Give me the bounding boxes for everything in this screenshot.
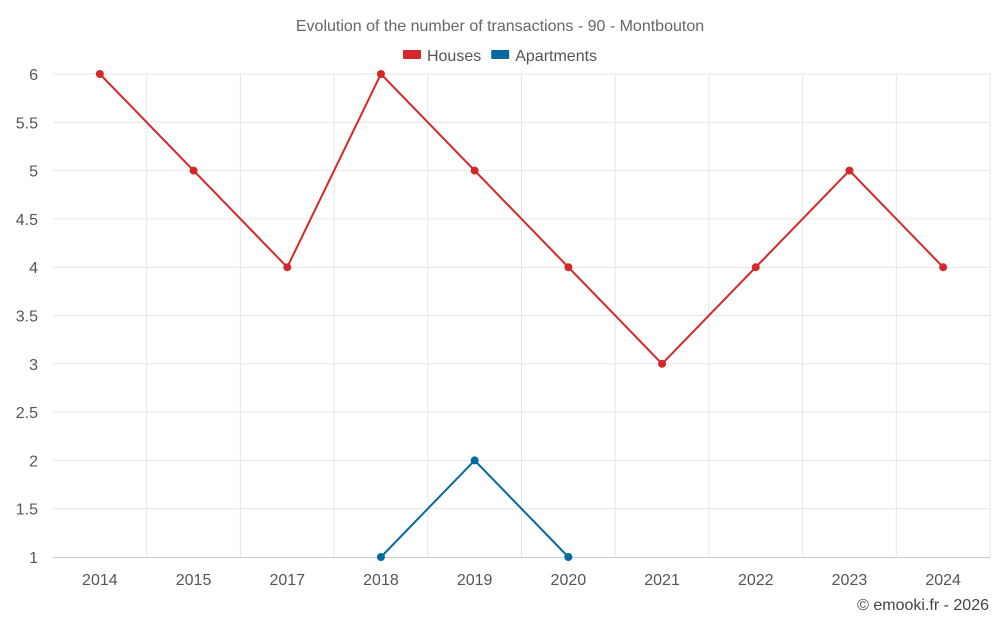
- legend-item-houses[interactable]: Houses: [402, 48, 481, 65]
- y-tick-label: 3.5: [16, 309, 38, 326]
- y-tick-label: 4: [29, 260, 38, 277]
- x-tick-label: 2024: [925, 572, 961, 589]
- y-tick-label: 1: [29, 550, 38, 567]
- y-tick-label: 4.5: [16, 212, 38, 229]
- x-tick-label: 2014: [82, 572, 118, 589]
- y-tick-label: 6: [29, 67, 38, 84]
- data-point-houses[interactable]: [189, 166, 198, 175]
- y-tick-label: 1.5: [16, 502, 38, 519]
- y-tick-label: 2.5: [16, 405, 38, 422]
- x-tick-label: 2022: [738, 572, 774, 589]
- chart-title: Evolution of the number of transactions …: [296, 18, 704, 35]
- data-point-houses[interactable]: [845, 166, 854, 175]
- x-tick-label: 2015: [176, 572, 212, 589]
- series-layer: [95, 70, 948, 561]
- legend-label: Apartments: [515, 48, 597, 65]
- series-apartments: [376, 456, 573, 561]
- legend-label: Houses: [427, 48, 481, 65]
- series-line-houses: [99, 72, 944, 366]
- chart-legend[interactable]: Houses Apartments: [402, 48, 597, 65]
- x-tick-label: 2020: [551, 572, 587, 589]
- y-tick-label: 3: [29, 357, 38, 374]
- x-tick-label: 2017: [269, 572, 305, 589]
- data-point-apartments[interactable]: [470, 456, 479, 465]
- data-point-houses[interactable]: [470, 166, 479, 175]
- x-tick-label: 2018: [363, 572, 399, 589]
- x-axis-tick-labels: 2014 2015 2017 2018 2019 2020 2021 2022 2023 2024: [82, 572, 961, 589]
- y-tick-label: 2: [29, 453, 38, 470]
- data-point-houses[interactable]: [564, 263, 573, 272]
- data-point-houses[interactable]: [658, 359, 667, 368]
- series-houses: [95, 70, 948, 368]
- legend-item-apartments[interactable]: Apartments: [491, 48, 597, 65]
- data-point-apartments[interactable]: [564, 553, 573, 561]
- legend-swatch: [402, 50, 421, 59]
- x-tick-label: 2023: [832, 572, 868, 589]
- y-axis-tick-labels: 1 1.5 2 2.5 3 3.5 4 4.5 5 5.5 6: [16, 67, 38, 567]
- data-point-houses[interactable]: [376, 70, 385, 78]
- data-point-houses[interactable]: [95, 70, 104, 78]
- x-tick-label: 2019: [457, 572, 493, 589]
- x-tick-label: 2021: [644, 572, 680, 589]
- data-point-houses[interactable]: [939, 263, 948, 272]
- data-point-houses[interactable]: [283, 263, 292, 272]
- y-tick-label: 5: [29, 164, 38, 181]
- legend-swatch: [491, 50, 510, 59]
- data-point-apartments[interactable]: [376, 553, 385, 561]
- y-tick-label: 5.5: [16, 115, 38, 132]
- chart-credit: © emooki.fr - 2026: [857, 597, 989, 614]
- data-point-houses[interactable]: [751, 263, 760, 272]
